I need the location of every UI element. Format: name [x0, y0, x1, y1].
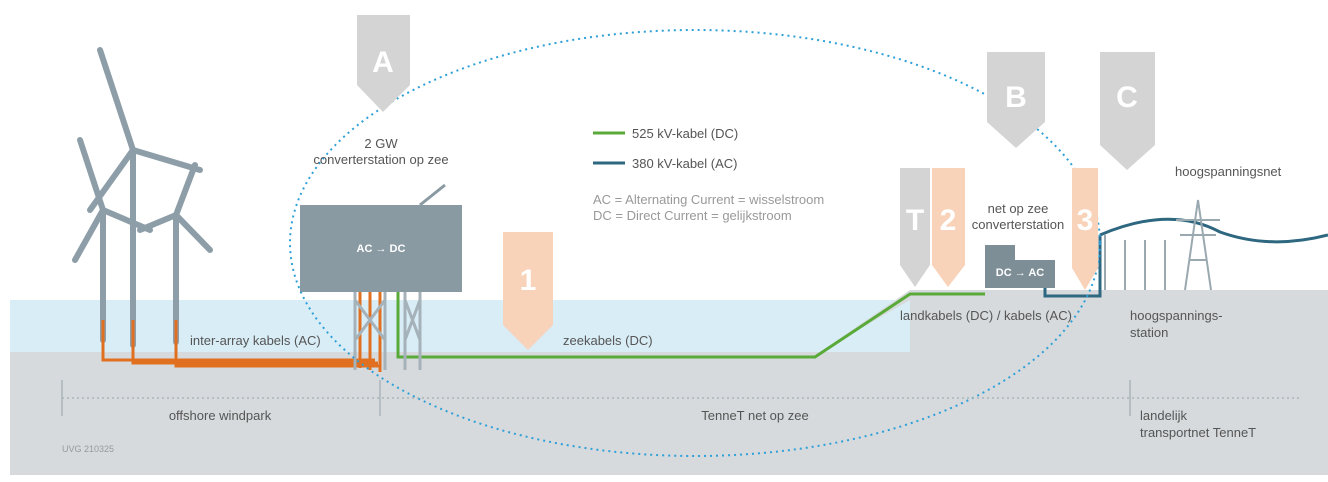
zone-label: transportnet TenneT: [1140, 425, 1256, 440]
zone-ticks: [61, 380, 1131, 416]
marker-label: B: [1005, 81, 1027, 114]
marker-label: T: [906, 204, 924, 237]
marker-label: 2: [940, 204, 957, 237]
inter-array-cables: [101, 292, 382, 372]
doc-code: UVG 210325: [62, 444, 114, 454]
orange-markers: [503, 168, 1098, 350]
substation-label: hoogspannings-: [1130, 308, 1223, 323]
grid-label: hoogspanningsnet: [1175, 164, 1282, 179]
platform-capacity: 2 GW: [364, 136, 398, 151]
legend-note: DC = Direct Current = gelijkstroom: [593, 208, 792, 223]
legend-label: 380 kV-kabel (AC): [632, 156, 738, 171]
ac-cable: [1043, 235, 1102, 298]
platform-legs: [353, 292, 422, 370]
grid-line: [1099, 217, 1328, 244]
marker-label: 3: [1077, 204, 1094, 237]
markers: [357, 15, 1155, 287]
zone-label: landelijk: [1140, 408, 1187, 423]
marker-label: A: [372, 46, 394, 79]
offshore-platform: [300, 205, 462, 292]
substation-label: station: [1130, 325, 1168, 340]
legend-note: AC = Alternating Current = wisselstroom: [593, 192, 824, 207]
land: [820, 290, 1328, 352]
dc-cable: [396, 292, 985, 359]
tennet-scope: [289, 29, 1101, 457]
zone-label: offshore windpark: [169, 408, 272, 423]
crane: [419, 183, 446, 207]
marker-label: 1: [520, 264, 537, 297]
cable-label: landkabels (DC) / kabels (AC): [900, 308, 1072, 323]
platform-conversion: AC → DC: [357, 243, 406, 255]
land-conversion: DC → AC: [996, 267, 1045, 279]
cable-label: inter-array kabels (AC): [190, 333, 321, 348]
land-converter: [985, 260, 1055, 288]
cable-label: zeekabels (DC): [563, 333, 653, 348]
sea: [10, 300, 910, 352]
station-label: net op zee: [988, 201, 1049, 216]
zone-label: TenneT net op zee: [701, 408, 808, 423]
wind-turbines: [72, 47, 213, 348]
platform-name: converterstation op zee: [313, 152, 448, 167]
substation: [1104, 199, 1220, 291]
legend-label: 525 kV-kabel (DC): [632, 126, 738, 141]
station-label: converterstation: [972, 217, 1065, 232]
marker-label: C: [1116, 81, 1138, 114]
